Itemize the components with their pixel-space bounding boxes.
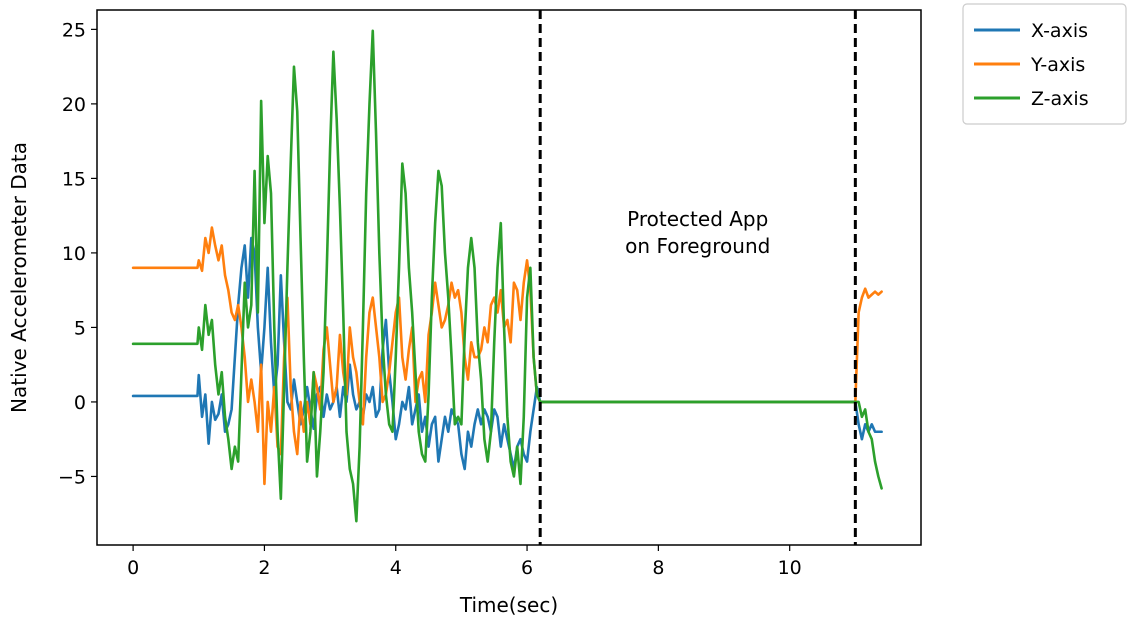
- series-line-y-axis: [131, 226, 883, 486]
- legend-label-y-axis: Y-axis: [1030, 54, 1085, 76]
- x-tick-label: 0: [127, 557, 139, 579]
- x-tick-label: 2: [258, 557, 270, 579]
- tick-layer: 0 2 4 6 8 10 −5 0 5 10 15 20 25: [58, 19, 802, 579]
- legend-label-z-axis: Z-axis: [1031, 88, 1089, 110]
- x-tick-label: 6: [521, 557, 533, 579]
- annotation-line-1: Protected App: [627, 207, 768, 231]
- y-tick-label: 10: [62, 243, 86, 265]
- annotation-line-2: on Foreground: [625, 234, 770, 258]
- x-tick-label: 4: [390, 557, 402, 579]
- legend-label-x-axis: X-axis: [1031, 20, 1088, 42]
- legend-box: [962, 3, 1127, 125]
- y-tick-label: 15: [62, 168, 86, 190]
- y-tick-label: 5: [74, 317, 86, 339]
- y-axis-label: Native Accelerometer Data: [7, 142, 31, 413]
- x-tick-label: 8: [652, 557, 664, 579]
- plot-frame: [96, 9, 922, 546]
- x-tick-label: 10: [778, 557, 802, 579]
- y-tick-label: 25: [62, 19, 86, 41]
- y-tick-label: 20: [62, 94, 86, 116]
- y-tick-label: 0: [74, 392, 86, 414]
- x-axis-label: Time(sec): [459, 593, 558, 617]
- series-line-z-axis: [131, 29, 883, 523]
- marker-lines: [538, 10, 857, 545]
- legend: X-axis Y-axis Z-axis: [962, 3, 1127, 125]
- y-tick-label: −5: [58, 466, 86, 488]
- series-layer: [131, 29, 883, 523]
